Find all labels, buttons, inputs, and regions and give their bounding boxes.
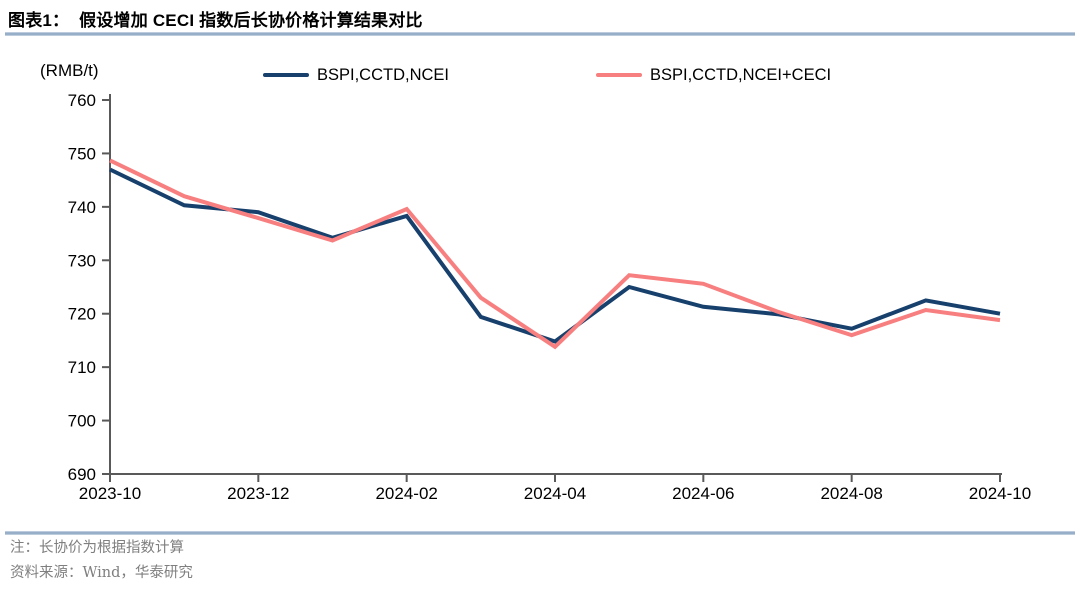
y-tick-label: 760: [68, 91, 96, 110]
legend-label: BSPI,CCTD,NCEI+CECI: [650, 65, 832, 84]
y-tick-label: 750: [68, 144, 96, 163]
legend-line-blue: [263, 73, 309, 77]
chart-legend: BSPI,CCTD,NCEI BSPI,CCTD,NCEI+CECI: [0, 64, 1080, 86]
x-tick-label: 2024-02: [375, 484, 437, 503]
y-axis-unit-label: (RMB/t): [40, 61, 99, 80]
y-tick-label: 690: [68, 465, 96, 484]
title-divider: [5, 32, 1075, 36]
legend-label: BSPI,CCTD,NCEI: [317, 65, 450, 84]
y-tick-label: 710: [68, 358, 96, 377]
y-tick-label: 700: [68, 412, 96, 431]
series-line-0: [109, 167, 1001, 344]
series-line-1: [109, 158, 1001, 350]
chart-title: 图表1： 假设增加 CECI 指数后长协价格计算结果对比: [8, 11, 423, 30]
chart-notes: 注：长协价为根据指数计算 资料来源：Wind，华泰研究: [10, 536, 193, 586]
source-line: 资料来源：Wind，华泰研究: [10, 565, 193, 581]
legend-line-pink: [596, 73, 642, 77]
y-tick-label: 720: [68, 305, 96, 324]
note-line: 注：长协价为根据指数计算: [10, 540, 184, 556]
footer-divider: [5, 531, 1075, 535]
x-tick-label: 2024-04: [524, 484, 586, 503]
y-tick-label: 740: [68, 198, 96, 217]
legend-item-bspi-cctd-ncei-ceci: BSPI,CCTD,NCEI+CECI: [596, 64, 831, 86]
legend-item-bspi-cctd-ncei: BSPI,CCTD,NCEI: [263, 64, 449, 86]
x-tick-label: 2023-10: [79, 484, 141, 503]
y-tick-label: 730: [68, 251, 96, 270]
x-tick-label: 2024-08: [820, 484, 882, 503]
x-tick-label: 2024-06: [672, 484, 734, 503]
x-tick-label: 2023-12: [227, 484, 289, 503]
x-tick-label: 2024-10: [969, 484, 1031, 503]
